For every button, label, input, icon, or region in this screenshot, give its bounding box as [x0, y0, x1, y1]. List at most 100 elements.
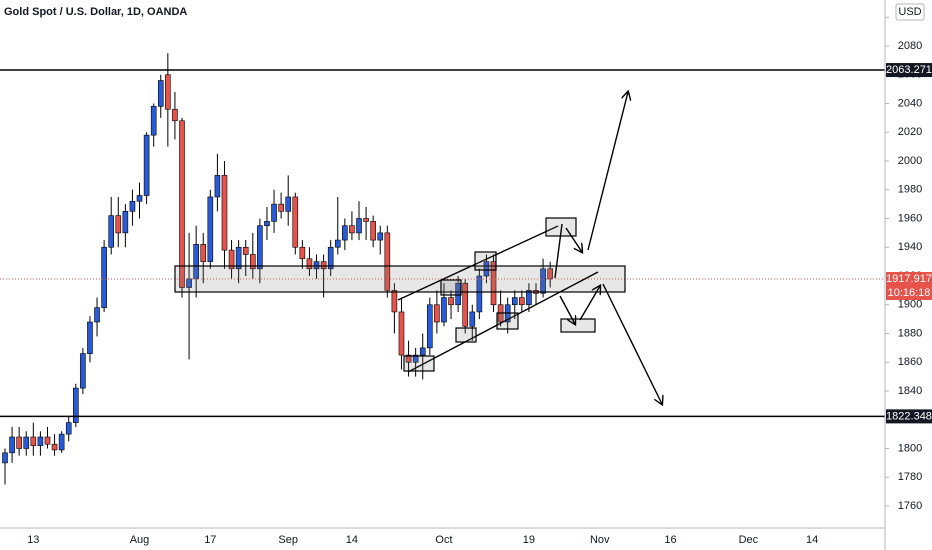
- arrow: [559, 295, 575, 324]
- x-tick-label: 13: [27, 534, 39, 546]
- candle-body: [434, 304, 440, 323]
- arrow: [565, 227, 582, 252]
- y-tick-label: 1780: [898, 471, 922, 483]
- candle-body: [271, 203, 277, 222]
- x-tick-label: 16: [664, 534, 676, 546]
- candle-body: [476, 275, 483, 313]
- candle-body: [235, 246, 242, 270]
- y-tick-label: 1840: [898, 385, 922, 397]
- candle-body: [264, 221, 270, 226]
- currency-box[interactable]: [895, 3, 925, 21]
- y-tick-label: 1760: [898, 500, 922, 512]
- y-tick-label: 2020: [898, 126, 922, 138]
- candle-body: [165, 74, 171, 110]
- candle-body: [108, 215, 114, 248]
- candle-body: [16, 436, 22, 449]
- box: [403, 355, 435, 372]
- candle-body: [58, 433, 65, 451]
- candle-body: [519, 297, 525, 306]
- candle-body: [228, 249, 235, 270]
- x-tick-label: 14: [806, 534, 818, 546]
- candle-body: [377, 232, 384, 241]
- candle-body: [30, 436, 37, 446]
- candle-body: [327, 246, 334, 270]
- box: [474, 251, 497, 271]
- candle-body: [157, 80, 164, 107]
- y-tick-label: 1980: [898, 184, 922, 196]
- candle-body: [278, 203, 284, 212]
- y-tick-label: 1900: [898, 299, 922, 311]
- channel-upper: [397, 225, 559, 301]
- candle-body: [221, 175, 228, 251]
- candle-body: [101, 246, 107, 308]
- box: [496, 312, 519, 330]
- candle-body: [320, 261, 327, 270]
- candle-body: [214, 175, 221, 198]
- x-tick-label: Oct: [435, 534, 452, 546]
- candle-body: [469, 311, 476, 327]
- candle-body: [179, 120, 185, 288]
- candle-body: [80, 353, 86, 389]
- candle-body: [143, 134, 150, 196]
- y-tick-label: 2080: [898, 40, 922, 52]
- candle-body: [398, 311, 405, 356]
- arrow-path: [554, 223, 563, 279]
- candle-body: [490, 261, 497, 306]
- price-tag: [886, 409, 932, 424]
- candle-body: [547, 268, 553, 280]
- candle-body: [136, 195, 143, 202]
- candle-body: [356, 218, 362, 234]
- plot: 13 Aug 17 Sep 14 Oct 19 Nov 16 Dec 14: [0, 53, 885, 546]
- x-tick-label: 14: [346, 534, 358, 546]
- arrow: [587, 92, 628, 251]
- candle-body: [483, 261, 490, 277]
- candle-body: [334, 239, 341, 248]
- arrow: [579, 286, 600, 321]
- candle-body: [207, 196, 214, 262]
- candle-body: [150, 106, 157, 136]
- chart-title: Gold Spot / U.S. Dollar, 1D, OANDA: [4, 6, 187, 18]
- y-tick-label: 2040: [898, 97, 922, 109]
- candle-body: [419, 347, 426, 356]
- candle-body: [257, 225, 263, 270]
- drawings: [174, 92, 662, 404]
- candle-body: [172, 108, 178, 122]
- candle-body: [511, 297, 518, 306]
- countdown: 10:16:18: [888, 287, 931, 299]
- price-tag-label: 1822.348: [886, 410, 932, 422]
- y-tick-label: 2000: [898, 155, 922, 167]
- candle-body: [370, 221, 376, 241]
- candle-body: [363, 218, 369, 222]
- candle-body: [94, 307, 100, 323]
- currency[interactable]: USD: [898, 6, 921, 18]
- candle-body: [441, 297, 447, 323]
- box: [455, 327, 477, 343]
- candle-body: [129, 200, 136, 212]
- last-price-tag: [886, 271, 932, 300]
- x-tick-label: 19: [523, 534, 535, 546]
- candle-body: [342, 225, 348, 241]
- box: [560, 318, 596, 333]
- last-price-label: 1917.917: [886, 273, 932, 285]
- candle-body: [9, 436, 15, 454]
- candle-body: [87, 321, 93, 354]
- box: [440, 279, 462, 296]
- arrow: [602, 283, 662, 404]
- x-tick-label: Nov: [590, 534, 610, 546]
- candle-body: [462, 282, 469, 327]
- y-tick-label: 1860: [898, 356, 922, 368]
- candle-body: [412, 354, 419, 363]
- candle-body: [384, 232, 391, 291]
- candle-body: [122, 211, 129, 234]
- candle-body: [526, 290, 532, 306]
- candle-body: [349, 225, 355, 234]
- candle-body: [200, 244, 207, 262]
- price-tag: [886, 63, 932, 78]
- candle-body: [242, 246, 249, 255]
- price-axis: 1760178018001820184018601880190019201940…: [885, 11, 932, 512]
- x-tick-label: Aug: [130, 534, 150, 546]
- candle-body: [405, 354, 412, 363]
- y-tick-label: 1960: [898, 212, 922, 224]
- y-tick-label: 1880: [898, 327, 922, 339]
